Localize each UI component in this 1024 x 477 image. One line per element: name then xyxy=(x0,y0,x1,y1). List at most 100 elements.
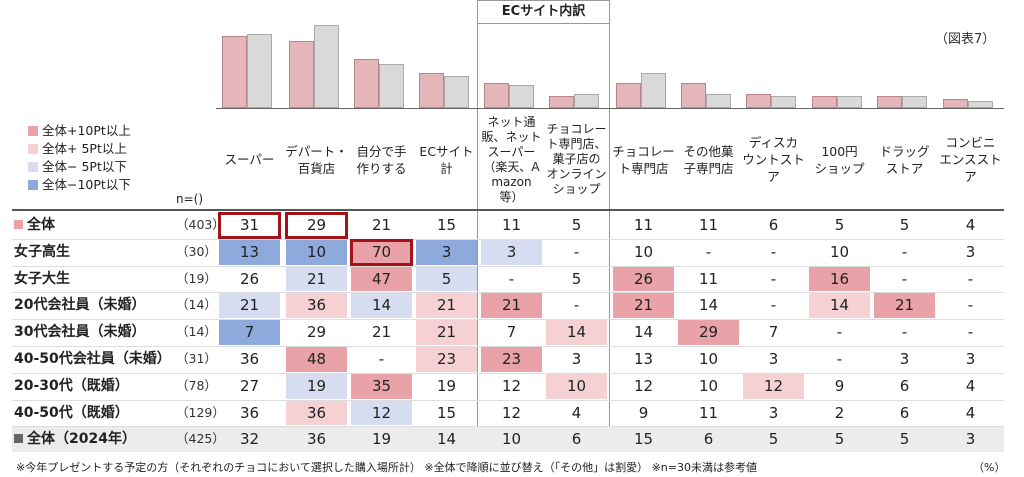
column-header-1: デパート・ 百貨店 xyxy=(283,112,350,207)
row-n: （403） xyxy=(176,217,225,232)
table-cell: 10 xyxy=(501,430,522,449)
table-cell: - xyxy=(901,269,908,288)
row-marker-icon xyxy=(14,434,23,444)
table-cell: - xyxy=(967,323,974,342)
column-header-10: ドラッグ ストア xyxy=(871,112,938,207)
column-header-line: チョコレー xyxy=(612,143,675,159)
row-separator xyxy=(12,399,1004,401)
table-cell: 21 xyxy=(286,266,347,292)
table-cell: - xyxy=(770,269,777,288)
bar-previous-10 xyxy=(902,96,927,108)
column-header-8: ディスカ ウントストア xyxy=(740,112,807,207)
column-header-6: チョコレー ト専門店 xyxy=(610,112,677,207)
column-header-line: 等） xyxy=(499,189,524,204)
column-header-5: チョコレー ト専門店、 菓子店の オンライン ショップ xyxy=(543,112,610,207)
table-cell: 21 xyxy=(371,216,392,234)
column-header-line: ウントスト xyxy=(742,152,805,167)
row-label: 女子大生 xyxy=(14,266,70,292)
table-cell: 15 xyxy=(436,216,457,234)
bar-previous-4 xyxy=(509,84,534,108)
row-n: （30） xyxy=(176,243,217,259)
legend-label: 全体+10Pt以上 xyxy=(42,123,131,138)
table-cell: - xyxy=(967,296,974,315)
table-cell: 23 xyxy=(416,347,477,372)
table-cell: 4 xyxy=(965,376,976,395)
table-cell: - xyxy=(901,323,908,342)
bar-current-6 xyxy=(616,82,641,108)
table-cell: 15 xyxy=(633,430,654,449)
bar-current-7 xyxy=(681,82,706,108)
legend-swatch xyxy=(28,162,38,172)
bar-previous-5 xyxy=(574,94,599,108)
table-cell: - xyxy=(901,242,908,261)
row-label-text: 女子大生 xyxy=(14,270,70,287)
highlight-box xyxy=(218,212,281,239)
table-cell: 13 xyxy=(219,239,280,265)
table-cell: 5 xyxy=(834,216,845,234)
table-cell: 10 xyxy=(698,350,719,368)
table-cell: 4 xyxy=(571,403,582,422)
table-cell: 21 xyxy=(481,293,542,319)
row-n: （129） xyxy=(176,404,225,420)
column-header-line: 作りする xyxy=(356,160,407,176)
column-header-line: 百貨店 xyxy=(297,160,336,176)
table-cell: 4 xyxy=(965,403,976,422)
row-n: （14） xyxy=(176,297,217,313)
table-cell: 29 xyxy=(678,320,739,345)
column-header-line: ト専門店、 xyxy=(546,137,607,151)
table-cell: 11 xyxy=(698,269,719,288)
table-cell: 14 xyxy=(809,293,870,319)
legend-swatch xyxy=(28,126,38,136)
column-header-line: 子専門店 xyxy=(683,160,734,176)
row-n: （31） xyxy=(176,351,217,366)
column-header-line: 計 xyxy=(440,160,453,176)
table-cell: - xyxy=(836,323,843,342)
column-header-line: スーパー xyxy=(487,144,536,159)
bar-previous-0 xyxy=(247,33,272,108)
table-cell: 5 xyxy=(899,430,910,449)
table-cell: - xyxy=(967,269,974,288)
column-header-line: ショップ xyxy=(814,160,865,176)
row-separator xyxy=(12,372,1004,374)
highlight-box xyxy=(285,212,348,239)
table-cell: 5 xyxy=(834,430,845,449)
table-cell: 14 xyxy=(436,430,457,449)
row-label-text: 40-50代会社員（未婚） xyxy=(14,351,171,367)
bar-current-2 xyxy=(354,59,379,108)
legend-label: 全体−10Pt以下 xyxy=(42,177,131,192)
column-header-line: 自分で手 xyxy=(356,143,407,159)
bar-current-1 xyxy=(289,40,314,108)
column-header-9: 100円 ショップ xyxy=(806,112,873,207)
table-cell: 3 xyxy=(768,403,779,422)
table-cell: 14 xyxy=(546,320,607,345)
column-header-0: スーパー xyxy=(216,112,283,207)
row-label: 全体（2024年） xyxy=(14,426,136,452)
table-cell: 12 xyxy=(501,376,522,395)
row-label: 女子高生 xyxy=(14,239,70,265)
row-separator xyxy=(12,426,1004,428)
legend-item: 全体− 5Pt以下 xyxy=(28,159,127,175)
bar-current-11 xyxy=(943,98,968,108)
table-cell: 9 xyxy=(638,403,649,422)
table-cell: 21 xyxy=(874,293,935,319)
legend-label: 全体+ 5Pt以上 xyxy=(42,141,127,156)
table-cell: 23 xyxy=(481,347,542,372)
table-cell: 3 xyxy=(965,350,976,368)
row-label: 40-50代（既婚） xyxy=(14,400,129,426)
bar-current-9 xyxy=(812,96,837,108)
column-header-line: ドラッグ xyxy=(879,143,930,159)
table-cell: 11 xyxy=(698,403,719,422)
table-cell: 47 xyxy=(351,266,412,292)
table-cell: 10 xyxy=(546,373,607,399)
bar-current-8 xyxy=(746,94,771,108)
table-cell: 31 xyxy=(239,216,260,234)
table-cell: 16 xyxy=(809,266,870,292)
table-cell: - xyxy=(770,296,777,315)
row-label-text: 40-50代（既婚） xyxy=(14,404,129,421)
column-header-line: ア xyxy=(767,169,780,184)
figure-label: （図表7） xyxy=(935,32,996,47)
table-cell: 19 xyxy=(436,376,457,395)
table-cell: 6 xyxy=(768,216,779,234)
legend-item: 全体+ 5Pt以上 xyxy=(28,141,127,157)
table-cell: 5 xyxy=(768,430,779,449)
